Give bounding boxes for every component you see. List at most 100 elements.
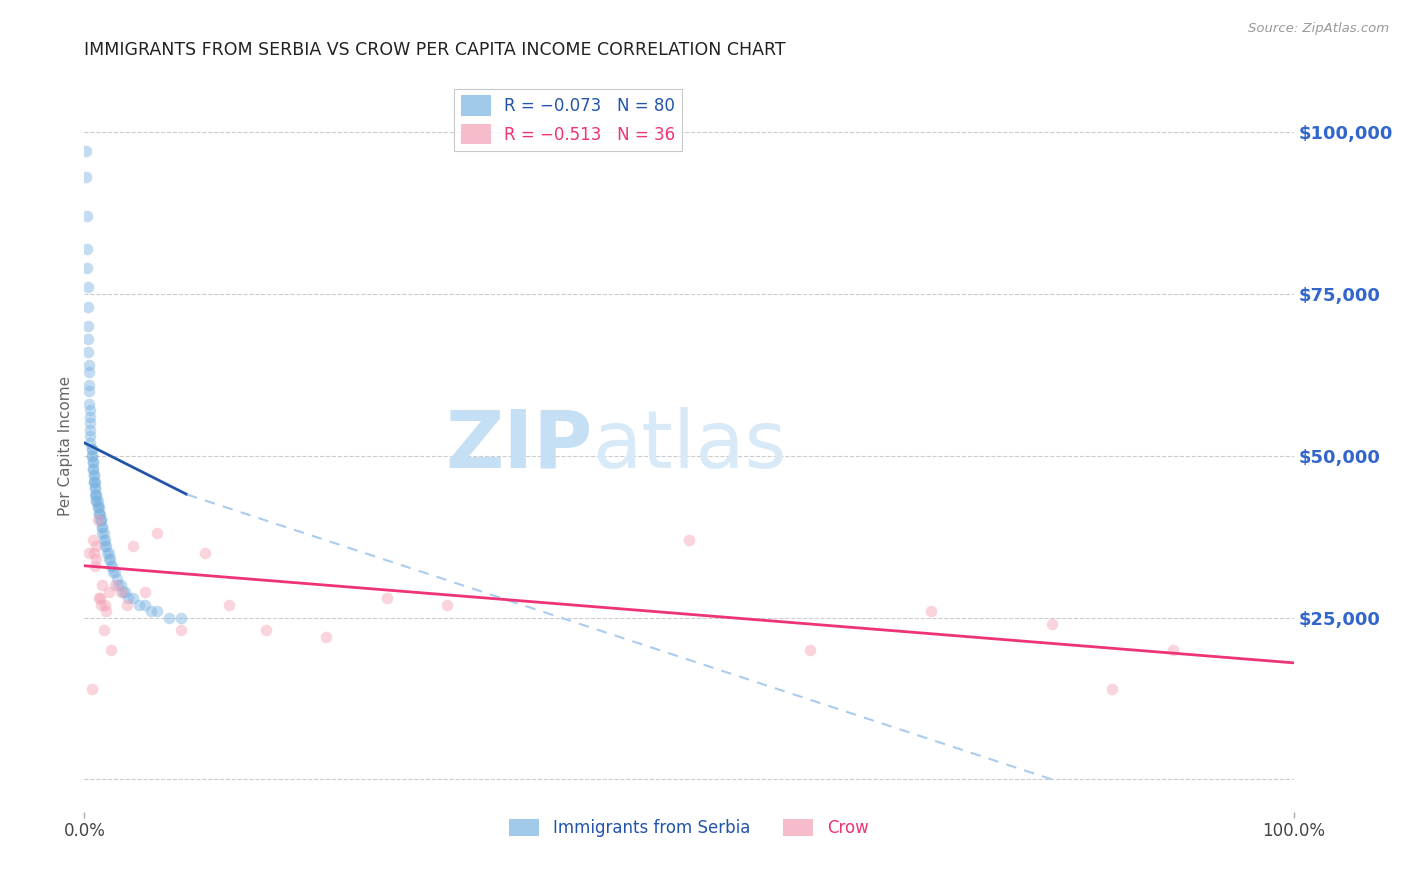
Point [170, 624, 193, 638]
Point [80, 449, 103, 463]
Point [114, 584, 136, 599]
Point [94, 539, 117, 553]
Point [77, 319, 100, 334]
Text: atlas: atlas [592, 407, 786, 485]
Point [79, 403, 101, 417]
Point [100, 558, 122, 573]
Point [87, 591, 110, 606]
Point [86, 487, 108, 501]
Point [89, 591, 111, 606]
Point [194, 546, 217, 560]
Point [86, 552, 108, 566]
Point [77, 358, 100, 372]
Point [89, 513, 111, 527]
Point [86, 500, 108, 515]
Point [105, 572, 128, 586]
Point [75, 170, 97, 185]
Point [76, 209, 98, 223]
Point [98, 552, 121, 566]
Point [80, 449, 103, 463]
Point [87, 507, 110, 521]
Point [170, 610, 193, 624]
Point [86, 539, 108, 553]
Point [90, 598, 112, 612]
Point [90, 513, 112, 527]
Point [84, 487, 107, 501]
Y-axis label: Per Capita Income: Per Capita Income [58, 376, 73, 516]
Point [80, 442, 103, 457]
Point [89, 507, 111, 521]
Point [104, 578, 127, 592]
Point [77, 377, 100, 392]
Point [79, 435, 101, 450]
Point [97, 546, 120, 560]
Point [94, 598, 117, 612]
Point [84, 558, 107, 573]
Point [77, 397, 100, 411]
Point [134, 584, 156, 599]
Point [79, 423, 101, 437]
Point [97, 584, 120, 599]
Point [103, 566, 125, 580]
Point [77, 345, 100, 359]
Point [79, 409, 101, 424]
Point [86, 487, 108, 501]
Point [115, 598, 138, 612]
Point [121, 591, 143, 606]
Point [77, 300, 100, 314]
Point [93, 533, 115, 547]
Point [86, 494, 108, 508]
Point [82, 455, 104, 469]
Text: ZIP: ZIP [444, 407, 592, 485]
Point [139, 604, 162, 618]
Point [97, 552, 120, 566]
Point [146, 604, 169, 618]
Point [86, 500, 108, 515]
Point [91, 526, 114, 541]
Point [77, 546, 100, 560]
Point [799, 643, 821, 657]
Point [82, 461, 104, 475]
Point [84, 481, 107, 495]
Point [90, 513, 112, 527]
Point [91, 520, 114, 534]
Point [1040, 617, 1063, 632]
Point [254, 624, 277, 638]
Point [80, 681, 103, 696]
Point [157, 610, 180, 624]
Point [83, 546, 105, 560]
Point [920, 604, 942, 618]
Point [83, 468, 105, 483]
Point [128, 598, 150, 612]
Point [77, 384, 100, 398]
Point [436, 598, 458, 612]
Point [94, 604, 117, 618]
Point [91, 578, 114, 592]
Point [96, 546, 118, 560]
Point [1161, 643, 1184, 657]
Point [146, 526, 169, 541]
Point [79, 417, 101, 431]
Point [86, 513, 108, 527]
Point [75, 145, 97, 159]
Text: Source: ZipAtlas.com: Source: ZipAtlas.com [1249, 22, 1389, 36]
Point [104, 566, 127, 580]
Point [87, 500, 110, 515]
Point [76, 260, 98, 275]
Point [84, 481, 107, 495]
Point [83, 475, 105, 489]
Point [112, 584, 135, 599]
Point [76, 242, 98, 256]
Point [83, 468, 105, 483]
Text: IMMIGRANTS FROM SERBIA VS CROW PER CAPITA INCOME CORRELATION CHART: IMMIGRANTS FROM SERBIA VS CROW PER CAPIT… [84, 41, 786, 59]
Point [86, 494, 108, 508]
Point [110, 584, 132, 599]
Point [83, 475, 105, 489]
Point [1101, 681, 1123, 696]
Point [94, 533, 117, 547]
Point [77, 332, 100, 346]
Point [77, 280, 100, 294]
Point [87, 507, 110, 521]
Point [121, 539, 143, 553]
Point [678, 533, 700, 547]
